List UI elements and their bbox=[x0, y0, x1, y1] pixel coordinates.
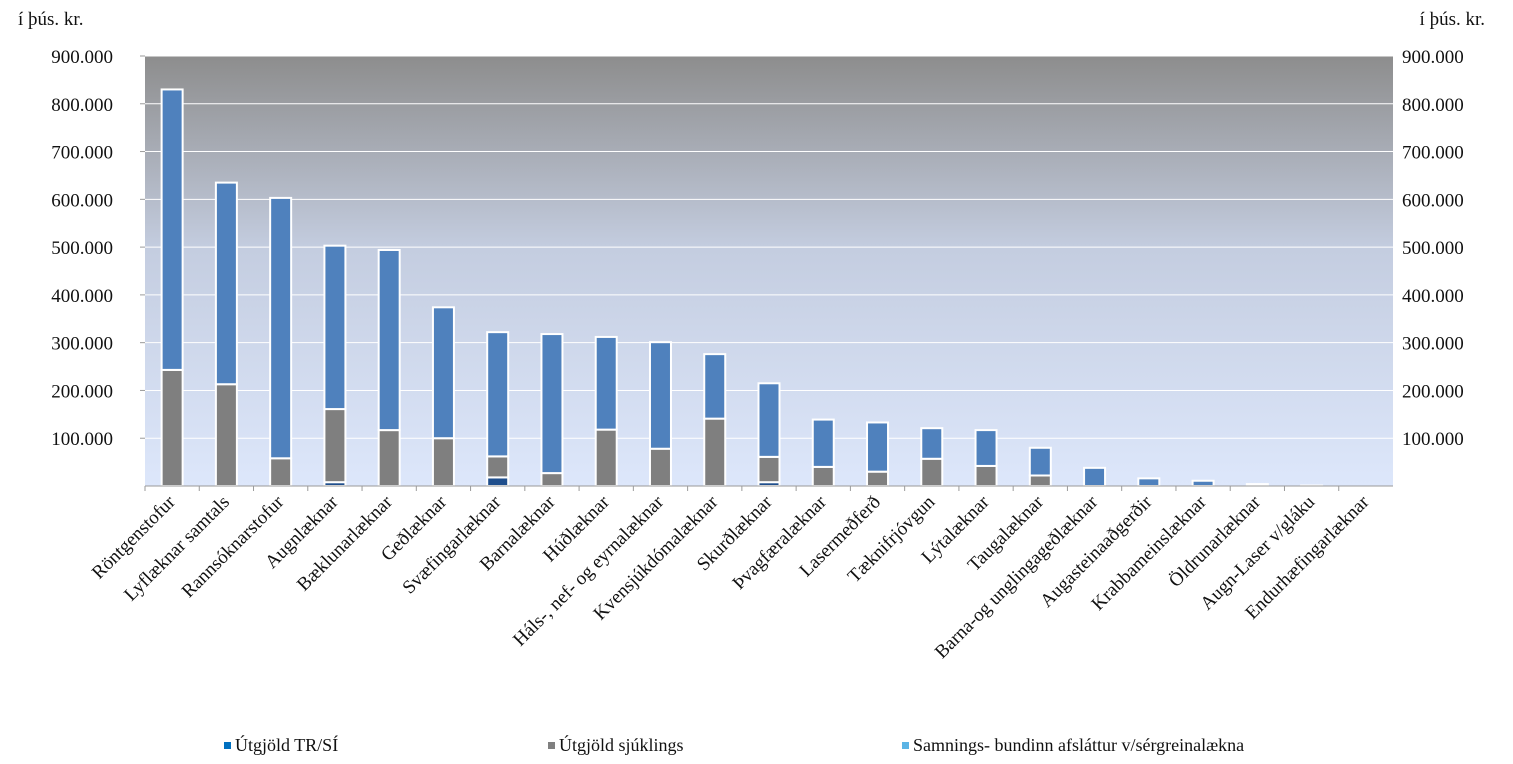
legend-item-sjuklings: Útgjöld sjúklings bbox=[548, 735, 684, 756]
bar-segment bbox=[486, 476, 510, 487]
legend-label-tr-si: Útgjöld TR/SÍ bbox=[235, 735, 339, 755]
bar-segment bbox=[974, 464, 998, 487]
bar-segment bbox=[323, 408, 347, 484]
bar-segment bbox=[486, 455, 510, 479]
bar-segment bbox=[214, 181, 238, 386]
y-tick-label-right: 300.000 bbox=[1402, 334, 1464, 355]
y-tick-label-left: 200.000 bbox=[51, 381, 113, 402]
y-axis-unit-left: í þús. kr. bbox=[18, 9, 83, 30]
y-tick-label-right: 100.000 bbox=[1402, 429, 1464, 450]
bar-segment bbox=[540, 472, 564, 488]
bar-segment bbox=[811, 418, 835, 468]
legend-item-tr-si: Útgjöld TR/SÍ bbox=[224, 735, 338, 756]
bar-segment bbox=[1028, 446, 1052, 477]
y-tick-label-right: 200.000 bbox=[1402, 381, 1464, 402]
y-axis-right: 900.000 800.000 700.000 600.000 500.000 400.0… bbox=[1402, 47, 1464, 450]
y-tick-label-left: 700.000 bbox=[51, 143, 113, 164]
bar-segment bbox=[1028, 474, 1052, 488]
y-axis-unit-right: í þús. kr. bbox=[1420, 9, 1485, 30]
bar-segment bbox=[269, 196, 293, 460]
x-tick-label: Bæklunarlæknar bbox=[293, 491, 397, 595]
bar-segment bbox=[920, 427, 944, 460]
y-tick-label-right: 400.000 bbox=[1402, 286, 1464, 307]
bar-segment bbox=[431, 306, 455, 440]
bar-segment bbox=[431, 437, 455, 488]
bar-segment bbox=[974, 429, 998, 467]
bar-segment bbox=[648, 447, 672, 488]
y-tick-label-left: 500.000 bbox=[51, 238, 113, 259]
bar-segment bbox=[920, 457, 944, 487]
bar-segment bbox=[811, 465, 835, 487]
y-tick-label-left: 100.000 bbox=[51, 429, 113, 450]
bar-segment bbox=[866, 421, 890, 473]
y-axis-left: 900.000 800.000 700.000 600.000 500.000 400.0… bbox=[51, 47, 145, 450]
bar-segment bbox=[377, 248, 401, 432]
x-tick-label: Svæfingarlæknar bbox=[399, 491, 506, 598]
gridlines bbox=[145, 55, 1393, 439]
bar-segment bbox=[160, 88, 184, 371]
legend-swatch-sjuklings bbox=[548, 742, 555, 749]
y-tick-label-left: 600.000 bbox=[51, 190, 113, 211]
bar-segment bbox=[594, 335, 618, 431]
y-tick-label-left: 300.000 bbox=[51, 334, 113, 355]
bar-segment bbox=[703, 417, 727, 487]
bar-segment bbox=[594, 428, 618, 487]
bar-segment bbox=[757, 382, 781, 458]
bar-segment bbox=[703, 353, 727, 420]
bar-segment bbox=[1191, 479, 1215, 488]
bars bbox=[160, 88, 1324, 488]
bar-segment bbox=[269, 457, 293, 487]
bar-segment bbox=[1083, 466, 1107, 488]
bar-segment bbox=[214, 383, 238, 488]
x-tick-label: Þvagfæralæknar bbox=[729, 491, 832, 594]
bar-segment bbox=[540, 333, 564, 475]
y-tick-label-right: 700.000 bbox=[1402, 143, 1464, 164]
bar-segment bbox=[377, 429, 401, 488]
y-tick-label-left: 400.000 bbox=[51, 286, 113, 307]
bar-segment bbox=[648, 341, 672, 450]
y-tick-label-right: 600.000 bbox=[1402, 190, 1464, 211]
legend-swatch-samnings bbox=[902, 742, 909, 749]
y-tick-label-right: 800.000 bbox=[1402, 95, 1464, 116]
bar-segment bbox=[1137, 477, 1161, 488]
y-tick-label-left: 900.000 bbox=[51, 47, 113, 68]
bar-segment bbox=[757, 455, 781, 484]
y-tick-label-right: 900.000 bbox=[1402, 47, 1464, 68]
bar-segment bbox=[486, 331, 510, 458]
y-tick-label-right: 500.000 bbox=[1402, 238, 1464, 259]
bar-segment bbox=[160, 368, 184, 487]
legend-label-sjuklings: Útgjöld sjúklings bbox=[559, 735, 684, 755]
bar-segment bbox=[866, 470, 890, 487]
legend-label-samnings: Samnings- bundinn afsláttur v/sérgreinal… bbox=[913, 735, 1245, 755]
y-tick-label-left: 800.000 bbox=[51, 95, 113, 116]
legend-swatch-tr-si bbox=[224, 742, 231, 749]
legend-item-samnings: Samnings- bundinn afsláttur v/sérgreinal… bbox=[902, 735, 1244, 756]
bar-segment bbox=[323, 244, 347, 411]
